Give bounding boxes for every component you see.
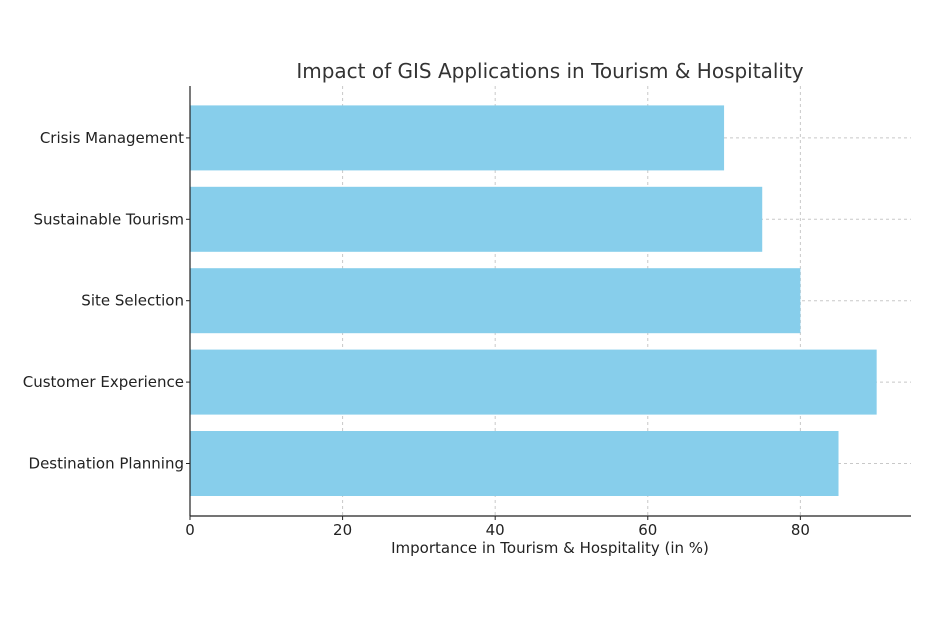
category-label: Site Selection (81, 292, 184, 310)
x-tick-label: 80 (791, 521, 810, 539)
category-label: Crisis Management (40, 129, 184, 147)
x-tick-label: 20 (333, 521, 352, 539)
bar (190, 349, 877, 415)
x-axis-label: Importance in Tourism & Hospitality (in … (391, 539, 709, 557)
bar (190, 105, 725, 171)
bar (190, 268, 801, 334)
x-tick-label: 40 (486, 521, 505, 539)
category-label: Sustainable Tourism (33, 210, 184, 228)
x-tick-label: 60 (638, 521, 657, 539)
chart-title: Impact of GIS Applications in Tourism & … (296, 59, 803, 83)
bar (190, 431, 839, 496)
category-label: Customer Experience (23, 373, 184, 391)
bar-layer (190, 105, 877, 496)
x-tick-label: 0 (185, 521, 195, 539)
axis-layer: Destination Planning Customer Experience S… (23, 86, 911, 539)
category-label: Destination Planning (29, 455, 184, 473)
bar (190, 186, 763, 252)
